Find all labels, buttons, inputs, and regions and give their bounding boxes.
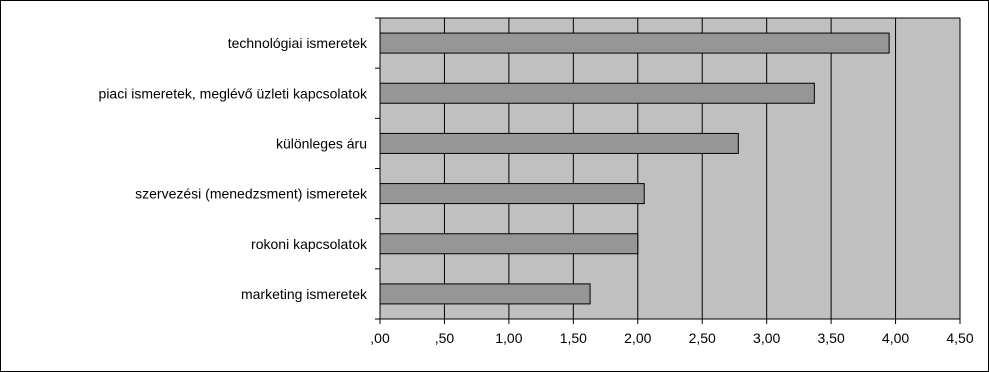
x-tick-label: 3,00 xyxy=(753,330,780,346)
category-label: különleges áru xyxy=(276,135,367,151)
x-tick-label: 4,50 xyxy=(946,330,973,346)
category-label: szervezési (menedzsment) ismeretek xyxy=(135,186,368,202)
bar xyxy=(379,183,645,205)
x-tick-label: 2,00 xyxy=(624,330,651,346)
x-tick-label: 3,50 xyxy=(817,330,844,346)
category-label: piaci ismeretek, meglévő üzleti kapcsola… xyxy=(99,85,368,101)
bar xyxy=(379,283,591,305)
category-label: technológiai ismeretek xyxy=(228,35,368,51)
category-label: rokoni kapcsolatok xyxy=(251,236,368,252)
x-tick-label: 1,00 xyxy=(495,330,522,346)
bar xyxy=(379,233,639,255)
bar xyxy=(379,32,890,54)
x-tick-label: ,50 xyxy=(435,330,455,346)
category-label: marketing ismeretek xyxy=(241,286,368,302)
x-tick-label: 4,00 xyxy=(882,330,909,346)
plot-area xyxy=(380,18,960,319)
bar xyxy=(379,82,815,104)
x-tick-label: 2,50 xyxy=(689,330,716,346)
x-tick-label: 1,50 xyxy=(560,330,587,346)
bar xyxy=(379,132,739,154)
x-tick-label: ,00 xyxy=(370,330,390,346)
